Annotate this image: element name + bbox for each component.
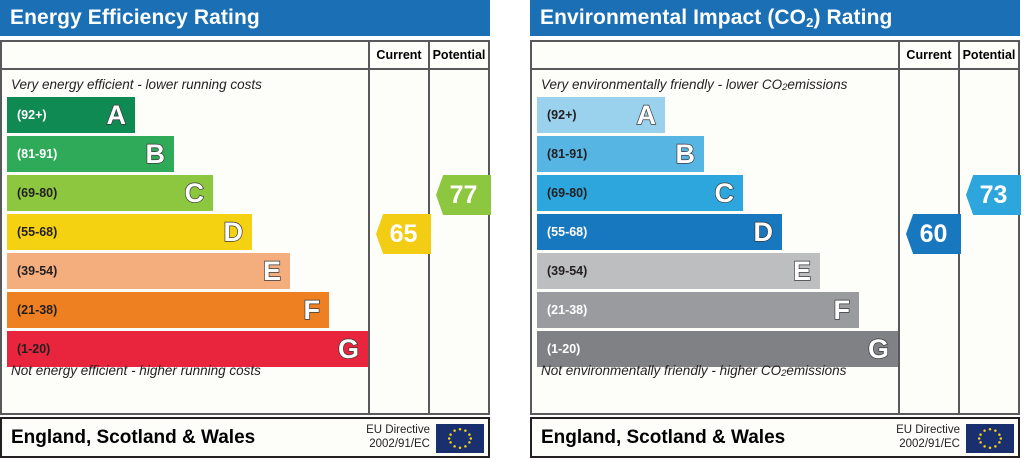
band-b-letter: B [675, 138, 696, 169]
caption-top-subscript: 2 [782, 81, 788, 93]
eu-directive-label: EU Directive 2002/91/EC [366, 424, 430, 451]
band-d-letter: D [753, 216, 774, 247]
band-d-letter: D [223, 216, 244, 247]
band-c: (69-80) C [7, 175, 213, 211]
band-a-letter: A [636, 99, 657, 130]
energy-efficiency-footer: England, Scotland & Wales EU Directive 2… [0, 417, 490, 458]
page-title: Environmental Impact (CO2) Rating [530, 6, 892, 30]
page-title-subscript: 2 [806, 15, 814, 30]
column-header-potential: Potential [428, 42, 488, 68]
column-header-row: Current Potential [2, 42, 488, 70]
band-f-range: (21-38) [17, 303, 58, 317]
caption-not-friendly: Not environmentally friendly - higher CO… [532, 357, 896, 384]
potential-rating-badge: 73 [966, 175, 1021, 215]
band-c-letter: C [714, 177, 735, 208]
band-e-letter: E [262, 255, 281, 286]
band-d: (55-68) D [537, 214, 782, 250]
eu-flag-icon [966, 424, 1014, 453]
band-e: (39-54) E [537, 253, 820, 289]
eu-directive-line1: EU Directive [366, 424, 430, 436]
band-e: (39-54) E [7, 253, 290, 289]
eu-directive-label: EU Directive 2002/91/EC [896, 424, 960, 451]
caption-top-suffix: emissions [787, 76, 848, 92]
environmental-impact-panel: Environmental Impact (CO2) Rating Curren… [530, 0, 1024, 460]
current-rating-badge: 60 [906, 214, 961, 254]
band-f-letter: F [833, 294, 851, 325]
band-f-range: (21-38) [547, 303, 588, 317]
band-b: (81-91) B [7, 136, 174, 172]
band-a: (92+) A [7, 97, 135, 133]
band-c-range: (69-80) [17, 186, 58, 200]
band-e-range: (39-54) [17, 264, 58, 278]
caption-bottom-subscript: 2 [781, 368, 787, 379]
page-title: Energy Efficiency Rating [10, 6, 260, 29]
band-g-range: (1-20) [17, 342, 51, 356]
band-c-letter: C [184, 177, 205, 208]
column-header-current: Current [898, 42, 958, 68]
caption-very-efficient: Very energy efficient - lower running co… [11, 76, 262, 92]
region-label: England, Scotland & Wales [541, 426, 786, 448]
energy-efficiency-panel: Energy Efficiency Rating Current Potenti… [0, 0, 494, 460]
energy-efficiency-grid: Current Potential Very energy efficient … [0, 40, 491, 415]
band-b: (81-91) B [537, 136, 704, 172]
band-f: (21-38) F [7, 292, 329, 328]
band-b-letter: B [145, 138, 166, 169]
eu-directive-line2: 2002/91/EC [899, 437, 960, 450]
eu-flag-icon [436, 424, 484, 453]
band-c: (69-80) C [537, 175, 743, 211]
column-header-potential: Potential [958, 42, 1018, 68]
environmental-impact-grid: Current Potential Very environmentally f… [530, 40, 1021, 415]
band-b-range: (81-91) [17, 147, 58, 161]
band-d-range: (55-68) [17, 225, 58, 239]
band-g: (1-20) G [537, 331, 898, 367]
potential-rating-badge: 77 [436, 175, 491, 215]
energy-band-list: (92+) A (81-91) B (69-80) C (55-68) D (3… [7, 97, 368, 367]
column-divider-current [898, 70, 900, 413]
band-f-letter: F [303, 294, 321, 325]
column-header-current: Current [368, 42, 428, 68]
current-rating-badge: 65 [376, 214, 431, 254]
caption-bottom-prefix: Not environmentally friendly - higher CO [541, 363, 782, 378]
band-d-range: (55-68) [547, 225, 588, 239]
caption-bottom-suffix: emissions [786, 363, 847, 378]
environmental-impact-title-bar: Environmental Impact (CO2) Rating [530, 0, 1020, 36]
band-b-range: (81-91) [547, 147, 588, 161]
band-g-letter: G [337, 333, 359, 364]
band-f: (21-38) F [537, 292, 859, 328]
environmental-impact-footer: England, Scotland & Wales EU Directive 2… [530, 417, 1020, 458]
eu-directive-line2: 2002/91/EC [369, 437, 430, 450]
band-a-range: (92+) [17, 108, 47, 122]
band-a-range: (92+) [547, 108, 577, 122]
band-e-range: (39-54) [547, 264, 588, 278]
region-label: England, Scotland & Wales [11, 426, 256, 448]
column-header-row: Current Potential [532, 42, 1018, 70]
caption-very-friendly: Very environmentally friendly - lower CO… [532, 71, 896, 97]
page-title-prefix: Environmental Impact (CO [540, 6, 807, 29]
eu-directive-line1: EU Directive [896, 424, 960, 436]
caption-top-prefix: Very environmentally friendly - lower CO [541, 76, 783, 92]
band-d: (55-68) D [7, 214, 252, 250]
band-a: (92+) A [537, 97, 665, 133]
band-c-range: (69-80) [547, 186, 588, 200]
co2-band-list: (92+) A (81-91) B (69-80) C (55-68) D (3… [537, 97, 898, 367]
band-g: (1-20) G [7, 331, 368, 367]
page-title-suffix: ) Rating [813, 6, 893, 29]
caption-not-efficient: Not energy efficient - higher running co… [11, 363, 261, 378]
band-e-letter: E [792, 255, 811, 286]
band-a-letter: A [106, 99, 127, 130]
energy-efficiency-title-bar: Energy Efficiency Rating [0, 0, 490, 36]
band-g-range: (1-20) [547, 342, 581, 356]
column-divider-current [368, 70, 370, 413]
band-g-letter: G [867, 333, 889, 364]
